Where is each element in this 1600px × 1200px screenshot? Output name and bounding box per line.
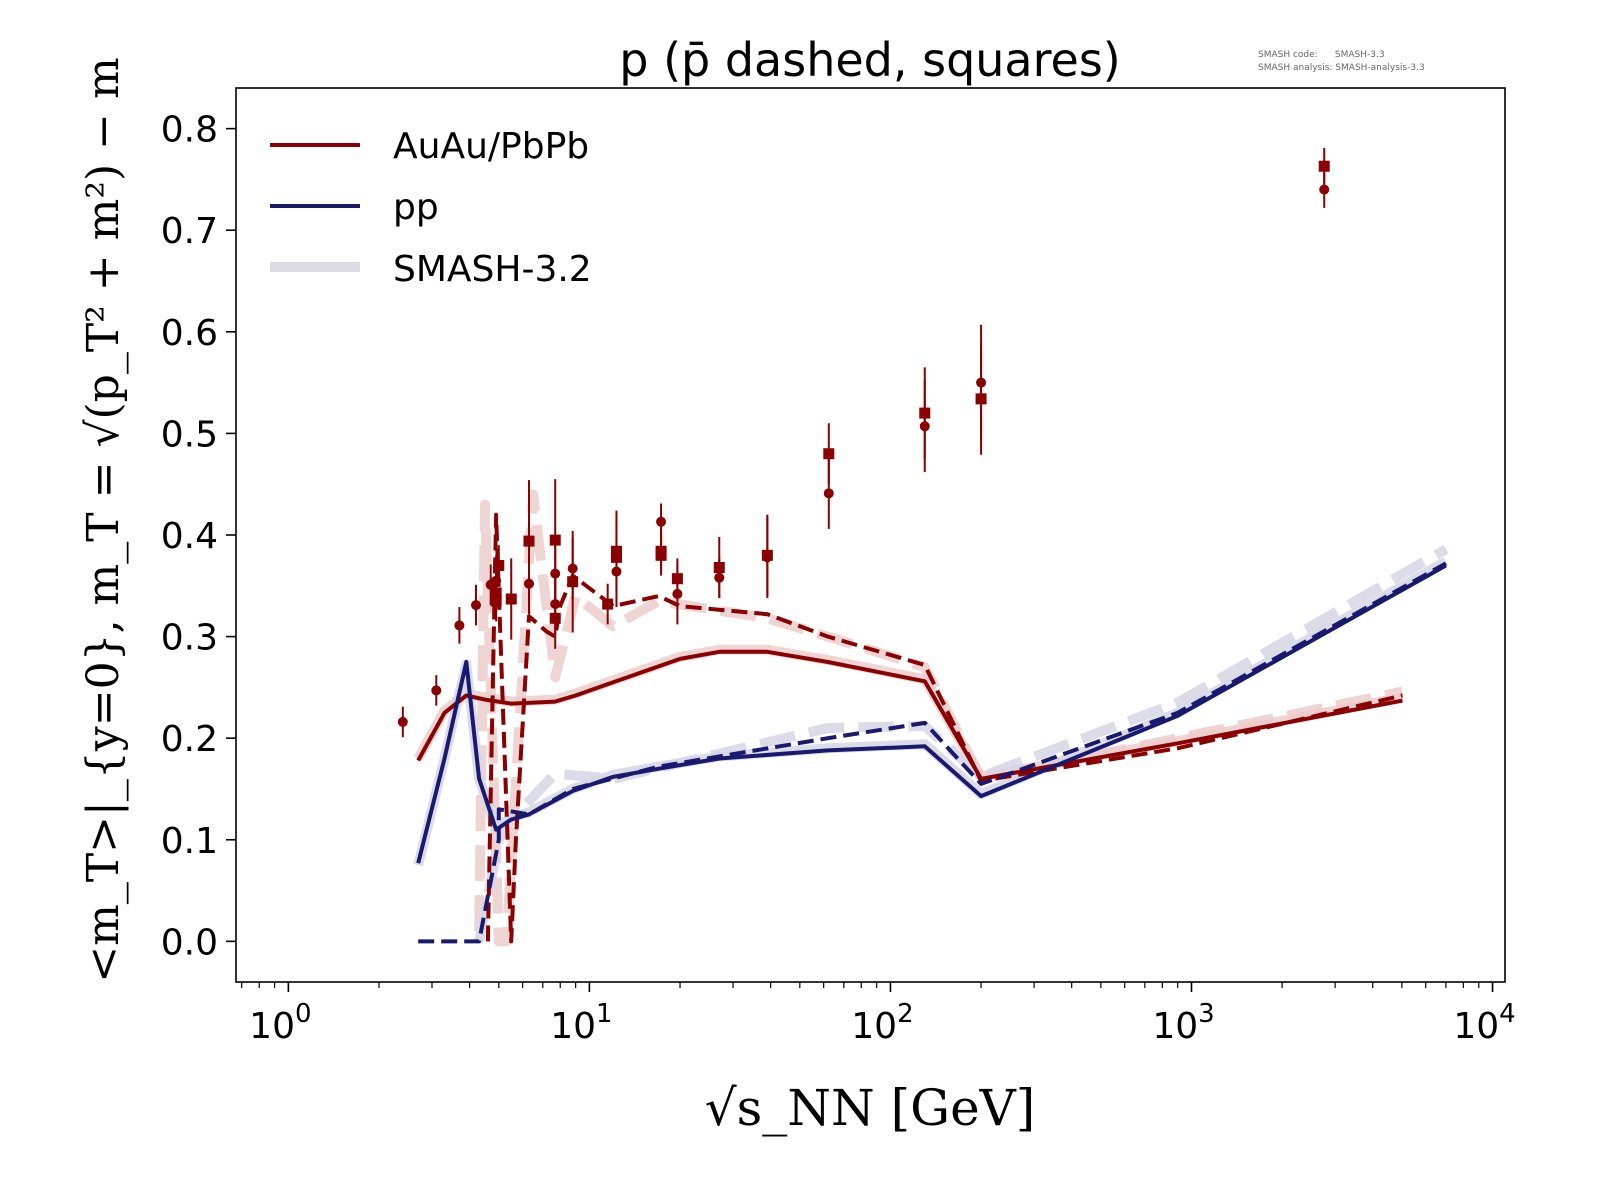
data-point-square xyxy=(1318,160,1330,172)
y-axis-label-text: <m_T>|_{y=0}, m_T = √(p_T² + m²) − m xyxy=(78,57,129,983)
series-line-3 xyxy=(474,544,1449,943)
legend-label-pp: pp xyxy=(393,187,439,228)
data-point-square xyxy=(713,562,725,574)
x-axis-label: √s_NN [GeV] xyxy=(705,1079,1036,1137)
data-point-circle xyxy=(397,716,408,727)
legend: AuAu/PbPb pp SMASH-3.2 xyxy=(270,126,592,290)
x-tick-label: 101 xyxy=(550,999,612,1047)
y-tick-label: 0.1 xyxy=(161,821,218,862)
data-point-circle xyxy=(656,516,667,527)
data-point-square xyxy=(823,448,835,460)
data-point-square xyxy=(549,612,561,624)
data-point-square xyxy=(490,595,502,607)
smash-analysis-label: SMASH analysis: SMASH-analysis-3.3 xyxy=(1258,63,1425,73)
y-tick-label: 0.6 xyxy=(161,313,218,354)
legend-label-smash: SMASH-3.2 xyxy=(393,249,592,290)
series-line-7 xyxy=(418,561,1447,944)
x-tick-label: 102 xyxy=(851,999,913,1047)
y-tick-label: 0.0 xyxy=(161,922,218,963)
y-tick-label: 0.3 xyxy=(161,618,218,659)
y-tick-label: 0.8 xyxy=(161,110,218,151)
x-tick-label: 100 xyxy=(249,999,311,1047)
y-tick-label: 0.7 xyxy=(161,211,218,252)
data-point-square xyxy=(549,534,561,546)
data-point-square xyxy=(655,549,667,561)
smash-version-annotation: SMASH code: SMASH-3.3 SMASH analysis: SM… xyxy=(1258,50,1425,73)
y-axis-label: <m_T>|_{y=0}, m_T = √(p_T² + m²) − m xyxy=(78,57,129,983)
y-tick-label: 0.2 xyxy=(161,719,218,760)
x-tick-label: 104 xyxy=(1453,999,1515,1047)
data-point-square xyxy=(610,551,622,563)
data-point-circle xyxy=(454,620,465,631)
data-point-square xyxy=(523,535,535,547)
data-point-square xyxy=(761,549,773,561)
data-point-square xyxy=(602,598,614,610)
data-point-square xyxy=(975,393,987,405)
x-tick-label: 103 xyxy=(1152,999,1214,1047)
series-line-5 xyxy=(485,512,1403,944)
data-point-square xyxy=(505,593,517,605)
data-point-circle xyxy=(470,600,481,611)
y-tick-label: 0.5 xyxy=(161,414,218,455)
data-point-square xyxy=(671,573,683,585)
data-point-circle xyxy=(823,488,834,499)
data-point-square xyxy=(493,559,505,571)
data-point-square xyxy=(919,407,931,419)
data-point-circle xyxy=(431,685,442,696)
series-line-4 xyxy=(416,649,1403,781)
series-line-1 xyxy=(474,489,1404,947)
chart-title: p (p̄ dashed, squares) xyxy=(619,33,1120,87)
data-point-circle xyxy=(1319,184,1330,195)
smash-code-label: SMASH code: SMASH-3.3 xyxy=(1258,50,1385,60)
series-line-6 xyxy=(416,563,1447,864)
data-point-square xyxy=(567,576,579,588)
legend-label-auau: AuAu/PbPb xyxy=(393,126,589,167)
y-tick-label: 0.4 xyxy=(161,516,218,557)
